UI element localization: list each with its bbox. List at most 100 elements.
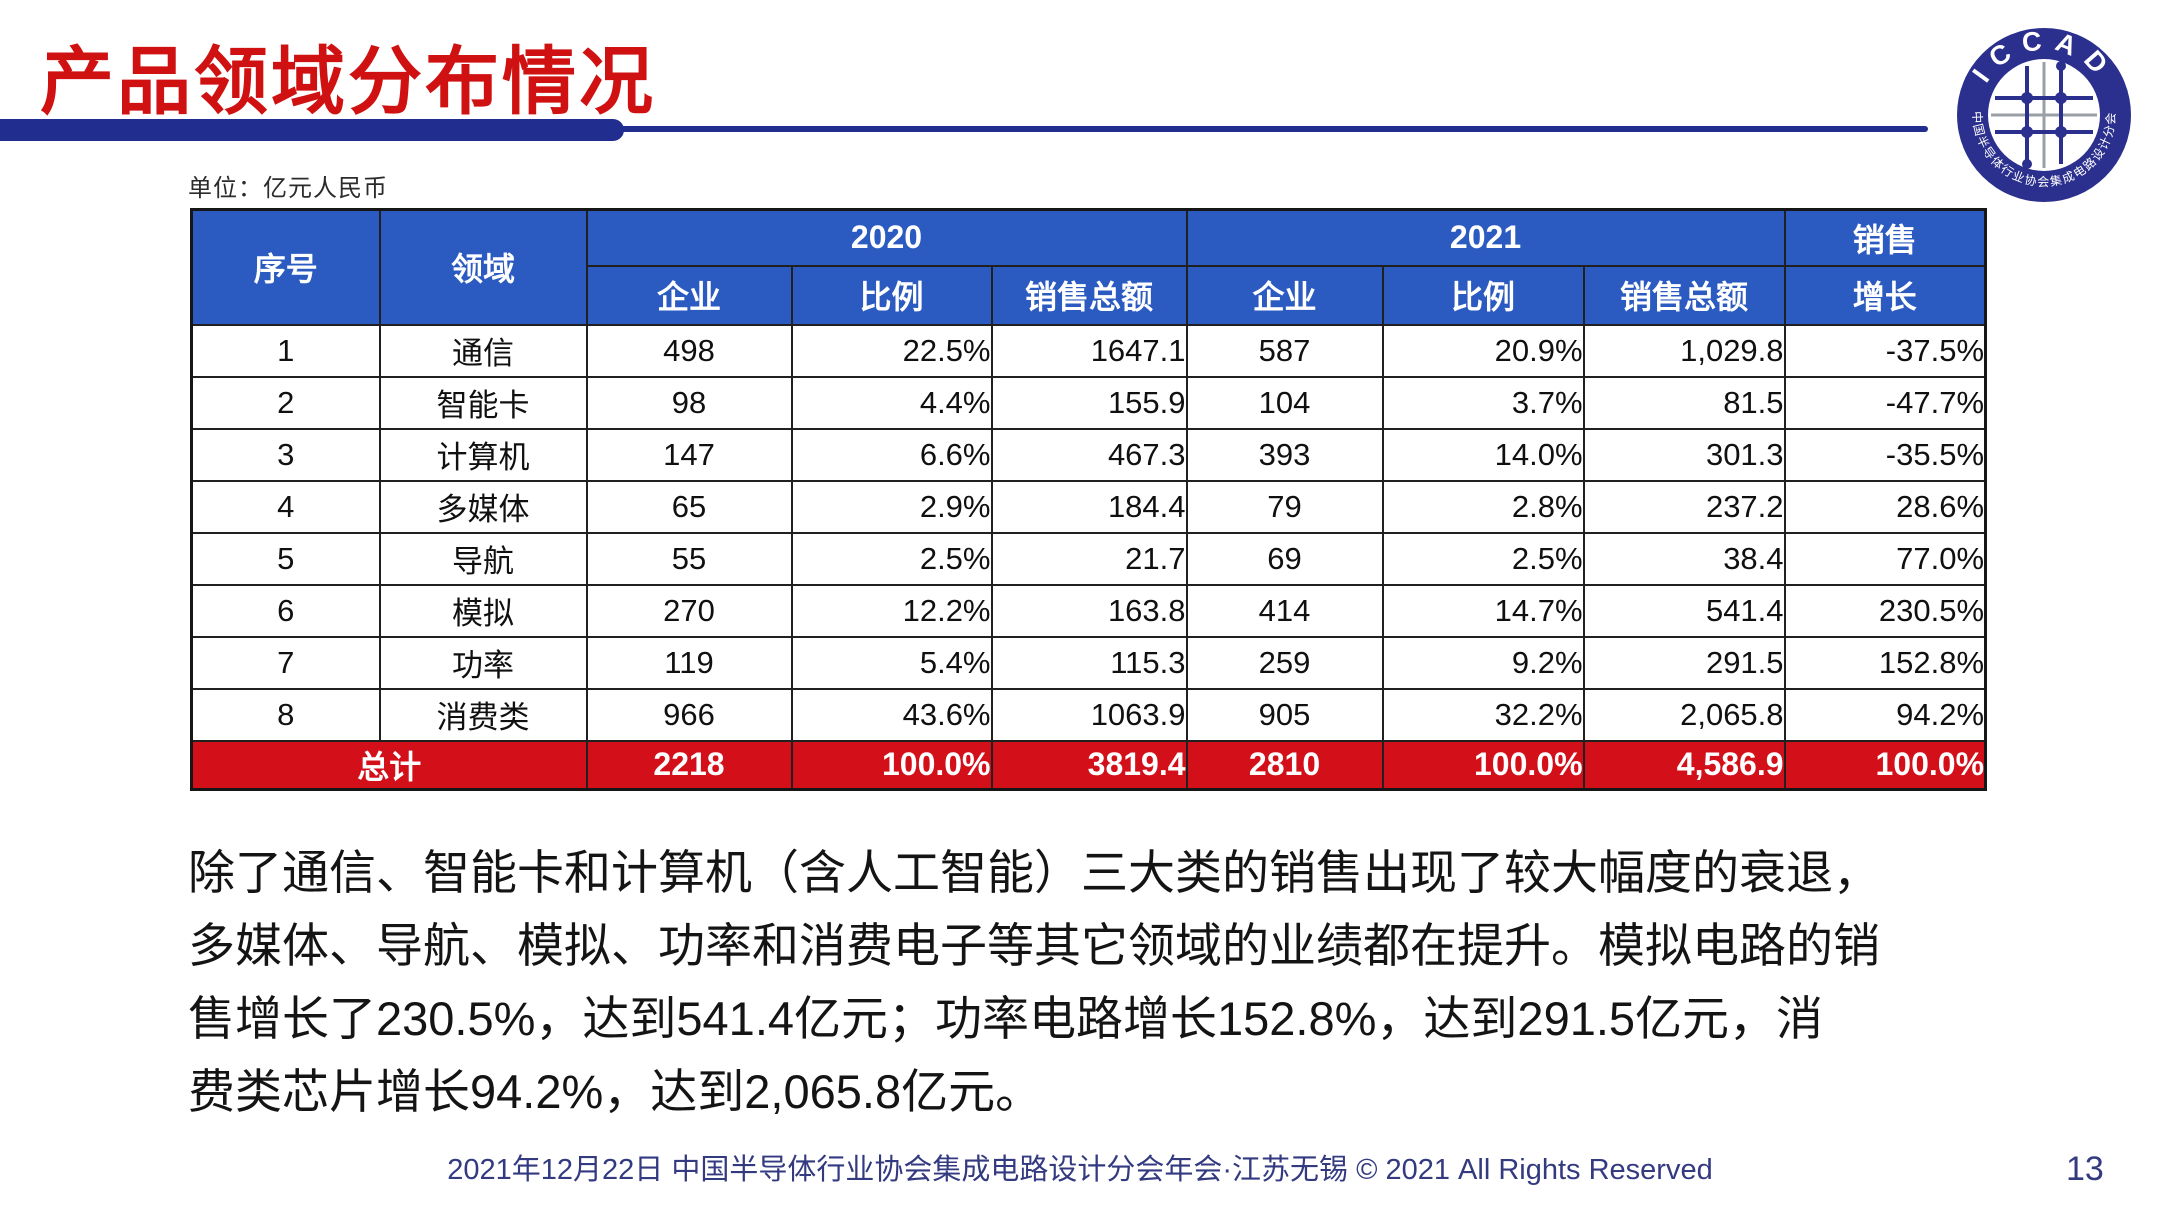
table-cell: 7 (190, 635, 381, 690)
iccad-logo: ICCAD 中国半导体行业协会集成电路设计分会 (1957, 26, 2131, 202)
table-cell: 14.0% (1381, 427, 1585, 482)
table-cell: 55 (585, 531, 793, 586)
table-cell: 20.9% (1381, 323, 1585, 378)
table-cell: 79 (1185, 479, 1384, 534)
table-cell: 3819.4 (990, 739, 1188, 790)
table-cell: 1 (190, 323, 381, 378)
table-cell: 多媒体 (378, 479, 588, 534)
header-companies-2020: 企业 (585, 264, 793, 326)
table-cell: 414 (1185, 583, 1384, 638)
table-cell: 4,586.9 (1582, 739, 1786, 790)
paragraph-line: 多媒体、导航、模拟、功率和消费电子等其它领域的业绩都在提升。模拟电路的销 (188, 919, 1880, 972)
table-cell: 1063.9 (990, 687, 1188, 742)
table-cell: 9.2% (1381, 635, 1585, 690)
table-cell: 2810 (1185, 739, 1384, 790)
table-cell: 541.4 (1582, 583, 1786, 638)
header-growth-line2: 增长 (1783, 264, 1987, 326)
header-sales-2021: 销售总额 (1582, 264, 1786, 326)
table-cell: 5.4% (790, 635, 993, 690)
table-cell: 2.5% (790, 531, 993, 586)
table-cell: 1,029.8 (1582, 323, 1786, 378)
paragraph-line: 售增长了230.5%，达到541.4亿元；功率电路增长152.8%，达到291.… (188, 992, 1824, 1045)
table-cell: 259 (1185, 635, 1384, 690)
table-cell: 2.8% (1381, 479, 1585, 534)
table-cell: 98 (585, 375, 793, 430)
table-cell: 104 (1185, 375, 1384, 430)
table-cell: -47.7% (1783, 375, 1987, 430)
table-row: 6 模拟 270 12.2% 163.8 414 14.7% 541.4 230… (190, 583, 1987, 638)
header-growth-line1: 销售 (1783, 208, 1987, 267)
table-cell: 模拟 (378, 583, 588, 638)
table-cell: -35.5% (1783, 427, 1987, 482)
table-cell: 100.0% (790, 739, 993, 790)
table-row: 1 通信 498 22.5% 1647.1 587 20.9% 1,029.8 … (190, 323, 1987, 378)
table-cell: 467.3 (990, 427, 1188, 482)
table-cell: 2.9% (790, 479, 993, 534)
table-cell: 1647.1 (990, 323, 1188, 378)
table-cell: 115.3 (990, 635, 1188, 690)
table-cell: 152.8% (1783, 635, 1987, 690)
table-cell: 65 (585, 479, 793, 534)
summary-paragraph: 除了通信、智能卡和计算机（含人工智能）三大类的销售出现了较大幅度的衰退， 多媒体… (188, 836, 2000, 1128)
table-cell: 69 (1185, 531, 1384, 586)
table-cell: 498 (585, 323, 793, 378)
table-cell: 230.5% (1783, 583, 1987, 638)
header-companies-2021: 企业 (1185, 264, 1384, 326)
table-cell: 147 (585, 427, 793, 482)
table-row: 8 消费类 966 43.6% 1063.9 905 32.2% 2,065.8… (190, 687, 1987, 742)
table-cell: 2 (190, 375, 381, 430)
table-row: 7 功率 119 5.4% 115.3 259 9.2% 291.5 152.8… (190, 635, 1987, 690)
table-cell: 5 (190, 531, 381, 586)
table-cell: 163.8 (990, 583, 1188, 638)
table-cell: 100.0% (1381, 739, 1585, 790)
table-cell: 301.3 (1582, 427, 1786, 482)
table-cell: 8 (190, 687, 381, 742)
title-underline-bar (0, 119, 624, 141)
table-cell: 966 (585, 687, 793, 742)
table-row: 4 多媒体 65 2.9% 184.4 79 2.8% 237.2 28.6% (190, 479, 1987, 534)
table-cell: 6 (190, 583, 381, 638)
table-cell: 3 (190, 427, 381, 482)
header-share-2021: 比例 (1381, 264, 1585, 326)
table-cell: 43.6% (790, 687, 993, 742)
table-cell: 237.2 (1582, 479, 1786, 534)
table-cell: 消费类 (378, 687, 588, 742)
total-label: 总计 (190, 739, 588, 790)
table-cell: 4 (190, 479, 381, 534)
table-cell: 导航 (378, 531, 588, 586)
table-cell: 28.6% (1783, 479, 1987, 534)
table-cell: 587 (1185, 323, 1384, 378)
header-share-2020: 比例 (790, 264, 993, 326)
table-header-row-1: 序号 领域 2020 2021 销售 (190, 208, 1987, 326)
page-number: 13 (2066, 1150, 2104, 1188)
table-row: 5 导航 55 2.5% 21.7 69 2.5% 38.4 77.0% (190, 531, 1987, 586)
table-row: 2 智能卡 98 4.4% 155.9 104 3.7% 81.5 -47.7% (190, 375, 1987, 430)
table-cell: 21.7 (990, 531, 1188, 586)
table-cell: 22.5% (790, 323, 993, 378)
paragraph-line: 费类芯片增长94.2%，达到2,065.8亿元。 (188, 1065, 1043, 1118)
header-2020: 2020 (585, 208, 1188, 267)
title-underline-line (480, 126, 1928, 132)
table-total-row: 总计 2218 100.0% 3819.4 2810 100.0% 4,586.… (190, 739, 1987, 790)
table-cell: 通信 (378, 323, 588, 378)
table-header-row-2: 企业 比例 销售总额 企业 比例 销售总额 增长 (192, 264, 1987, 326)
table-cell: 功率 (378, 635, 588, 690)
table-cell: 291.5 (1582, 635, 1786, 690)
table-cell: 119 (585, 635, 793, 690)
table-cell: 270 (585, 583, 793, 638)
header-2021: 2021 (1185, 208, 1786, 267)
table-cell: 32.2% (1381, 687, 1585, 742)
table-cell: 81.5 (1582, 375, 1786, 430)
product-domain-table: 序号 领域 2020 2021 销售 企业 比例 销售总额 企业 比例 销售总额… (190, 208, 1988, 791)
footer-credit: 2021年12月22日 中国半导体行业协会集成电路设计分会年会·江苏无锡 © 2… (447, 1154, 1713, 1186)
table-cell: 2.5% (1381, 531, 1585, 586)
unit-label: 单位：亿元人民币 (188, 175, 388, 202)
table-cell: 2218 (585, 739, 793, 790)
table-cell: 94.2% (1783, 687, 1987, 742)
page-title: 产品领域分布情况 (40, 40, 656, 123)
table-cell: 计算机 (378, 427, 588, 482)
table-cell: 905 (1185, 687, 1384, 742)
table-cell: 393 (1185, 427, 1384, 482)
table-cell: 100.0% (1783, 739, 1987, 790)
